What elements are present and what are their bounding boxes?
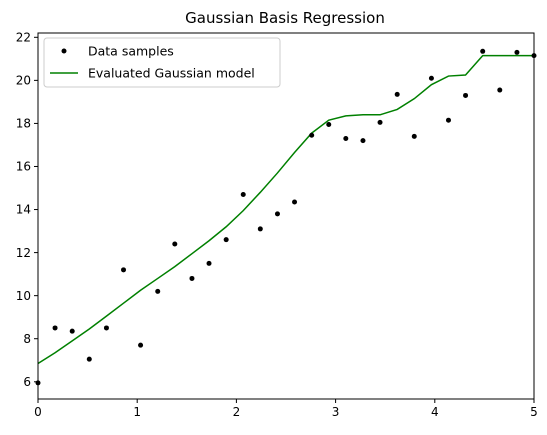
data-point <box>445 117 451 123</box>
data-point <box>514 49 520 55</box>
legend-label-data-samples: Data samples <box>88 44 174 59</box>
y-tick-label: 20 <box>16 74 31 88</box>
data-point <box>497 87 503 93</box>
data-point <box>377 119 383 125</box>
x-tick-label: 5 <box>530 405 538 419</box>
y-tick-label: 18 <box>16 117 31 131</box>
x-tick-label: 3 <box>332 405 340 419</box>
data-point <box>86 356 92 362</box>
data-point <box>69 328 75 334</box>
data-point <box>343 135 349 141</box>
data-point <box>292 199 298 205</box>
x-tick-label: 0 <box>34 405 42 419</box>
chart-title: Gaussian Basis Regression <box>185 9 385 27</box>
legend: Data samples Evaluated Gaussian model <box>43 37 281 88</box>
x-tick-label: 1 <box>133 405 141 419</box>
data-point <box>240 191 246 197</box>
legend-box <box>43 37 281 88</box>
x-tick-label: 2 <box>233 405 241 419</box>
data-point <box>394 91 400 97</box>
data-point <box>257 226 263 232</box>
data-point <box>274 211 280 217</box>
y-tick-label: 6 <box>23 375 31 389</box>
data-point <box>480 48 486 54</box>
plot-marks <box>35 48 537 386</box>
data-point <box>138 342 144 348</box>
data-point <box>121 267 127 273</box>
data-point <box>223 237 229 243</box>
data-point <box>206 260 212 266</box>
legend-marker-data-samples <box>61 48 67 54</box>
y-tick-label: 22 <box>16 31 31 45</box>
y-tick-label: 8 <box>23 332 31 346</box>
y-tick-label: 14 <box>16 203 31 217</box>
plot-frame <box>37 32 535 400</box>
y-tick-label: 12 <box>16 246 31 260</box>
data-point <box>428 75 434 81</box>
data-point <box>103 325 109 331</box>
data-point <box>172 241 178 247</box>
data-point <box>411 133 417 139</box>
series-line-gaussian-model <box>37 54 534 365</box>
data-point <box>155 288 161 294</box>
y-tick-label: 16 <box>16 160 31 174</box>
legend-label-gaussian-model: Evaluated Gaussian model <box>88 66 255 81</box>
data-point <box>326 122 332 127</box>
x-tick-label: 4 <box>431 405 439 419</box>
data-point <box>463 92 469 98</box>
data-point <box>360 138 366 144</box>
data-point <box>52 325 58 331</box>
data-point <box>309 132 315 138</box>
data-point <box>189 275 195 281</box>
y-tick-label: 10 <box>16 289 31 303</box>
